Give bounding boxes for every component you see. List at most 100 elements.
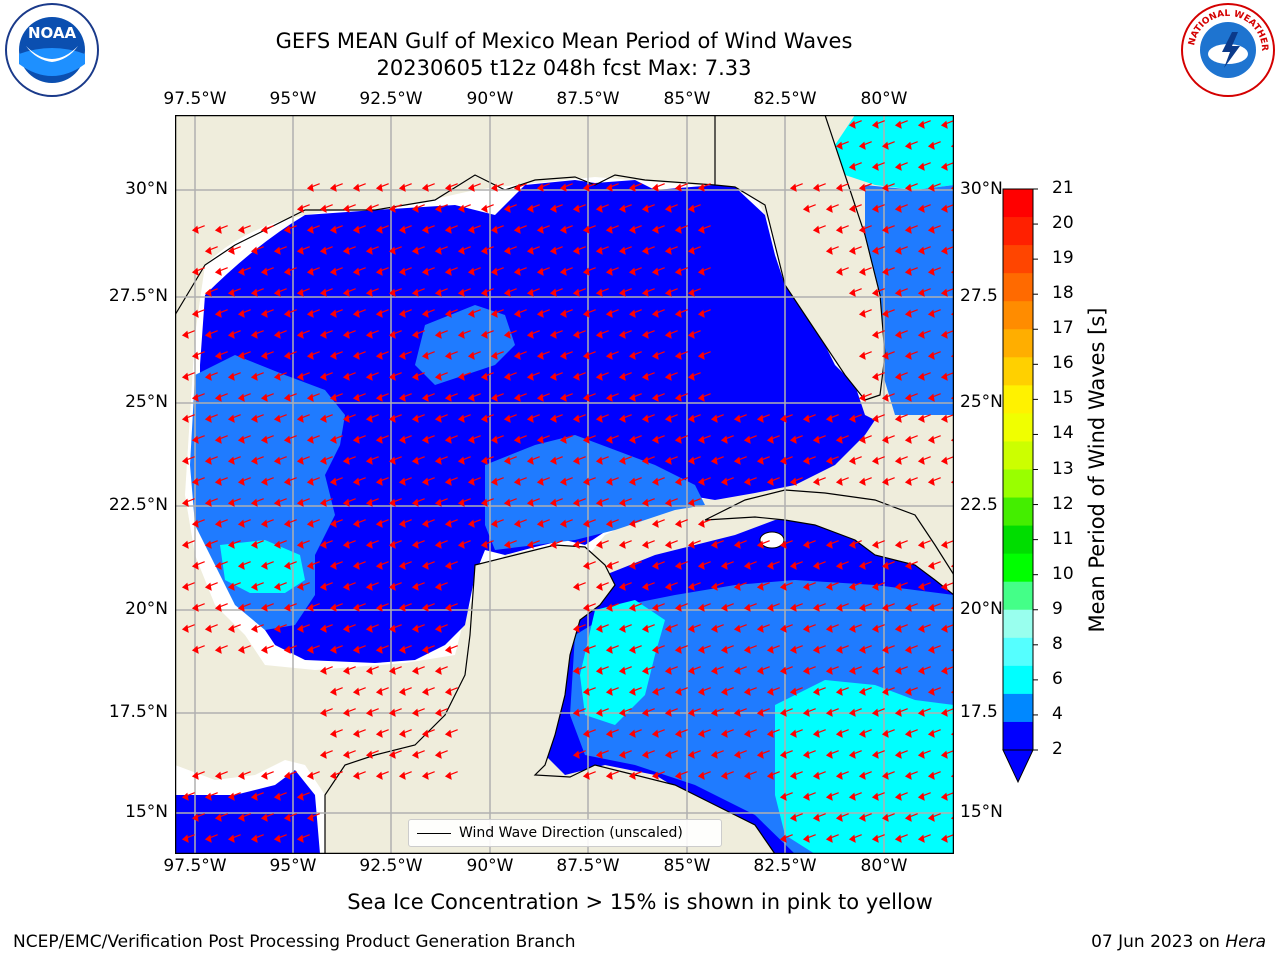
wind-wave-arrowhead — [273, 624, 281, 633]
wind-wave-arrowhead — [766, 687, 774, 696]
wind-wave-arrowhead — [352, 267, 360, 276]
wind-wave-arrowhead — [237, 435, 245, 444]
wind-wave-arrowhead — [329, 435, 337, 444]
wind-wave-arrowhead — [352, 393, 360, 402]
wind-wave-arrowhead — [835, 813, 843, 822]
wind-wave-arrowhead — [871, 834, 879, 843]
wind-wave-arrowhead — [927, 267, 935, 276]
wind-wave-arrowhead — [572, 330, 580, 339]
wind-wave-arrowhead — [434, 414, 442, 423]
wind-wave-arrowhead — [825, 792, 833, 801]
wind-wave-arrowhead — [743, 687, 751, 696]
wind-wave-arrowhead — [917, 330, 925, 339]
wind-wave-arrowhead — [237, 225, 245, 234]
wind-wave-arrowhead — [825, 750, 833, 759]
wind-wave-arrowhead — [191, 435, 199, 444]
wind-wave-arrowhead — [559, 225, 567, 234]
wind-wave-arrowhead — [375, 393, 383, 402]
wind-wave-arrowhead — [927, 309, 935, 318]
wind-wave-arrowhead — [490, 477, 498, 486]
wind-wave-arrowhead — [871, 708, 879, 717]
lat-label: 17.5 — [960, 702, 998, 722]
wind-wave-arrowhead — [434, 582, 442, 591]
wind-wave-arrowhead — [214, 645, 222, 654]
wind-wave-arrowhead — [572, 288, 580, 297]
wind-wave-arrowhead — [858, 351, 866, 360]
lat-label: 17.5°N — [108, 702, 168, 722]
wind-wave-arrowhead — [595, 246, 603, 255]
wind-wave-arrowhead — [549, 456, 557, 465]
wind-wave-arrowhead — [237, 603, 245, 612]
wind-wave-arrowhead — [191, 267, 199, 276]
wind-wave-arrowhead — [812, 477, 820, 486]
colorbar-band — [1003, 637, 1033, 667]
lat-label: 15°N — [960, 802, 1003, 822]
wind-wave-arrowhead — [858, 771, 866, 780]
wind-wave-arrowhead — [618, 372, 626, 381]
lat-lon-grid — [175, 115, 954, 854]
wind-wave-arrowhead — [618, 624, 626, 633]
wind-wave-arrowhead — [342, 708, 350, 717]
wind-wave-arrowhead — [329, 351, 337, 360]
wind-wave-arrowhead — [434, 204, 442, 213]
wind-wave-arrowhead — [296, 792, 304, 801]
cuba-land — [704, 489, 954, 596]
wind-wave-arrowhead — [595, 414, 603, 423]
wind-wave-arrowhead — [927, 561, 935, 570]
wind-wave-arrowhead — [940, 120, 948, 129]
lon-label: 82.5°W — [753, 856, 817, 876]
wind-wave-arrowhead — [204, 372, 212, 381]
wind-wave-arrowhead — [871, 456, 879, 465]
wind-wave-arrowhead — [595, 750, 603, 759]
wind-wave-arrowhead — [710, 582, 718, 591]
wind-wave-arrowhead — [398, 183, 406, 192]
wind-wave-arrowhead — [398, 687, 406, 696]
wind-wave-arrowhead — [651, 225, 659, 234]
wind-wave-arrowhead — [398, 267, 406, 276]
wind-wave-arrowhead — [375, 267, 383, 276]
wind-wave-arrowhead — [917, 204, 925, 213]
colorbar-bands — [1003, 189, 1033, 751]
wind-wave-arrowhead — [894, 834, 902, 843]
wind-wave-arrowhead — [812, 687, 820, 696]
wind-wave-arrowhead — [582, 477, 590, 486]
wind-wave-arrowhead — [927, 771, 935, 780]
wind-wave-arrowhead — [825, 414, 833, 423]
wind-wave-arrowhead — [940, 582, 948, 591]
wind-wave-arrowhead — [710, 666, 718, 675]
wind-wave-arrowhead — [858, 561, 866, 570]
wind-wave-arrowhead — [697, 435, 705, 444]
wind-wave-arrowhead — [871, 120, 879, 129]
wind-wave-arrowhead — [273, 288, 281, 297]
wind-wave-arrowhead — [342, 330, 350, 339]
wind-wave-arrowhead — [904, 393, 912, 402]
us-coastline — [175, 174, 716, 316]
wind-wave-arrowhead — [227, 288, 235, 297]
wind-wave-arrowhead — [733, 414, 741, 423]
wind-wave-arrowhead — [227, 540, 235, 549]
wind-wave-arrowhead — [273, 540, 281, 549]
wind-wave-arrowhead — [904, 603, 912, 612]
svg-text:NOAA: NOAA — [28, 24, 77, 42]
colorbar-tick-label: 8 — [1052, 633, 1063, 654]
wind-wave-arrowhead — [779, 624, 787, 633]
wind-wave-arrowhead — [917, 246, 925, 255]
wind-wave-arrowhead — [457, 246, 465, 255]
wind-wave-arrowhead — [812, 813, 820, 822]
wind-wave-arrowhead — [480, 456, 488, 465]
wind-wave-arrowhead — [411, 414, 419, 423]
wind-wave-arrowhead — [467, 225, 475, 234]
wind-wave-arrowhead — [940, 330, 948, 339]
wind-wave-arrowhead — [582, 519, 590, 528]
wind-wave-arrowhead — [825, 204, 833, 213]
wind-wave-arrowhead — [651, 267, 659, 276]
wind-wave-arrowhead — [812, 183, 820, 192]
wind-wave-arrowhead — [296, 624, 304, 633]
wind-wave-arrowhead — [237, 477, 245, 486]
wind-wave-arrowhead — [237, 519, 245, 528]
wind-wave-arrowhead — [411, 540, 419, 549]
wind-wave-arrowhead — [710, 540, 718, 549]
wind-wave-arrowhead — [467, 351, 475, 360]
wind-wave-arrowhead — [940, 456, 948, 465]
wind-wave-arrowhead — [490, 351, 498, 360]
